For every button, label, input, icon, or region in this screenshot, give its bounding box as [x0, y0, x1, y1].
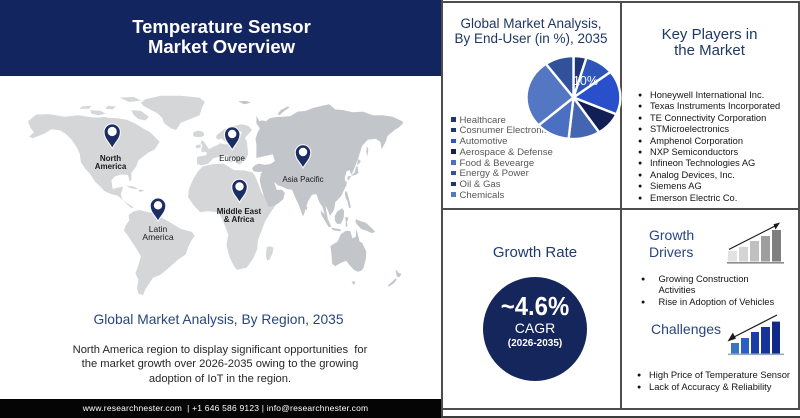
svg-text:10%: 10%	[573, 74, 598, 88]
